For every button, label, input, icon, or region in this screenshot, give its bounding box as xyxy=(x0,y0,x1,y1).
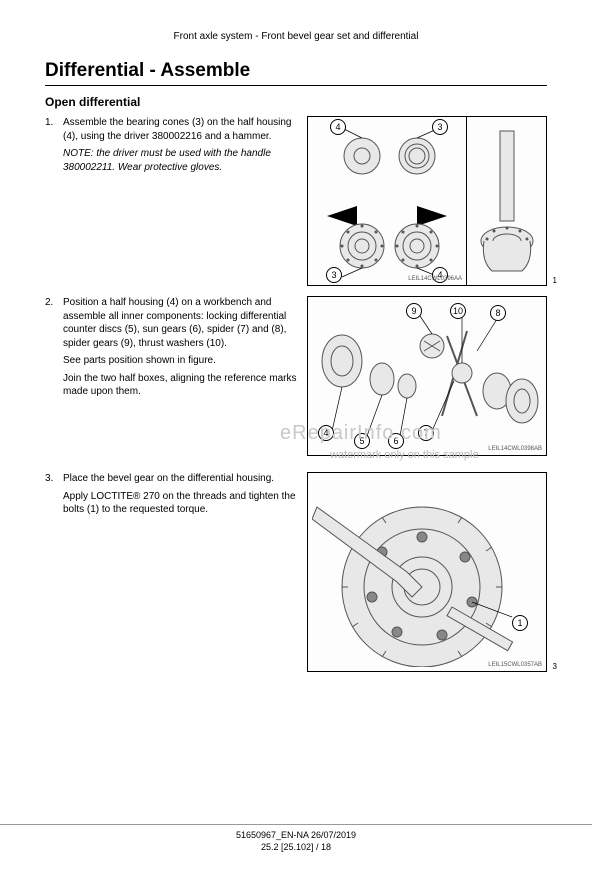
step-1-text: Assemble the bearing cones (3) on the ha… xyxy=(63,116,299,143)
step-2-text-c: Join the two half boxes, aligning the re… xyxy=(63,372,299,399)
step-2-text-a: Position a half housing (4) on a workben… xyxy=(63,296,299,350)
step-3: 3. Place the bevel gear on the different… xyxy=(45,472,547,672)
step-1-fig-number: 1 xyxy=(553,276,557,287)
footer-line-2: 25.2 [25.102] / 18 xyxy=(0,841,592,853)
step-2-fig-caption: LEIL14CWL0398AB xyxy=(488,445,542,453)
step-2-figure: 9 10 8 7 4 5 6 LEIL14CWL0398AB xyxy=(307,296,547,456)
step-1: 1. Assemble the bearing cones (3) on the… xyxy=(45,116,547,286)
step-1-figure-a: 4 3 3 4 LEIL14CWL0396AA xyxy=(307,116,467,286)
section-title: Differential - Assemble xyxy=(45,58,547,87)
sub-title: Open differential xyxy=(45,94,547,110)
footer-line-1: 51650967_EN-NA 26/07/2019 xyxy=(0,829,592,841)
step-2: 2. Position a half housing (4) on a work… xyxy=(45,296,547,456)
step-3-text-a: Place the bevel gear on the differential… xyxy=(63,472,299,486)
step-3-figure: 1 LEIL15CWL0357AB xyxy=(307,472,547,672)
step-3-fig-number: 3 xyxy=(553,662,557,673)
step-3-text-b: Apply LOCTITE® 270 on the threads and ti… xyxy=(63,490,299,517)
step-1-fig-caption: LEIL14CWL0396AA xyxy=(408,275,462,283)
step-1-number: 1. xyxy=(45,116,63,130)
step-1-note: NOTE: the driver must be used with the h… xyxy=(63,147,299,174)
step-2-number: 2. xyxy=(45,296,63,310)
step-1-figure-b xyxy=(467,116,547,286)
step-3-number: 3. xyxy=(45,472,63,486)
page-footer: 51650967_EN-NA 26/07/2019 25.2 [25.102] … xyxy=(0,824,592,853)
step-2-text-b: See parts position shown in figure. xyxy=(63,354,299,368)
step-3-fig-caption: LEIL15CWL0357AB xyxy=(488,661,542,669)
chapter-head: Front axle system - Front bevel gear set… xyxy=(45,30,547,44)
